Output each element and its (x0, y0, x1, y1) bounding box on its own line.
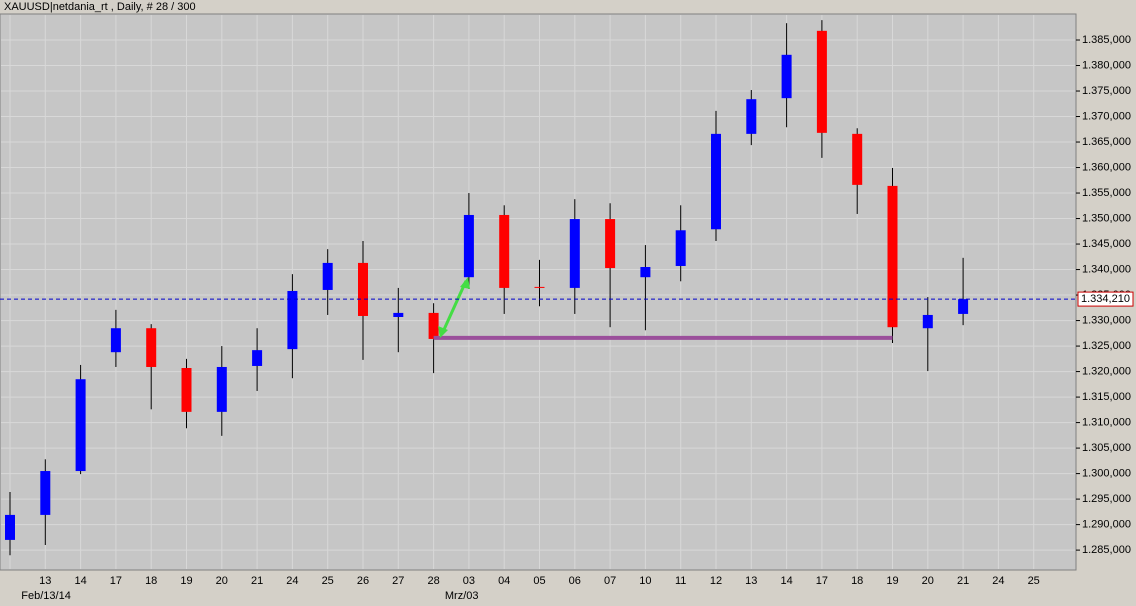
candle-body (428, 312, 439, 339)
x-tick-label: 13 (39, 575, 51, 587)
candle-body (358, 262, 368, 316)
x-tick-label: 27 (392, 575, 404, 587)
arrow-head (438, 277, 470, 338)
x-tick-label: 17 (816, 575, 828, 587)
candle-body (605, 219, 616, 269)
x-tick-label: 06 (569, 575, 581, 587)
y-tick-label: 1.385,000 (1082, 34, 1131, 46)
x-tick-label: 19 (180, 575, 192, 587)
y-tick-label: 1.325,000 (1082, 340, 1131, 352)
x-tick-label: 28 (427, 575, 439, 587)
current-price-box (1077, 291, 1134, 307)
y-tick-label: 1.290,000 (1082, 519, 1131, 531)
candle-body (746, 99, 757, 134)
x-tick-label: 12 (710, 575, 722, 587)
arrow (440, 280, 468, 335)
candle-body (393, 312, 404, 317)
candle-body (252, 350, 263, 366)
candle-body (40, 471, 51, 515)
x-tick-label: 24 (286, 575, 298, 587)
current-price-label: 1.334,210 (1081, 293, 1130, 305)
x-tick-label: 24 (992, 575, 1004, 587)
candle-body (640, 267, 651, 278)
candle-body (781, 54, 792, 99)
y-tick-label: 1.320,000 (1082, 365, 1131, 377)
x-tick-label: 21 (957, 575, 969, 587)
candle-body (181, 368, 192, 412)
x-tick-label: 03 (463, 575, 475, 587)
x-tick-label: 21 (251, 575, 263, 587)
y-tick-label: 1.315,000 (1082, 391, 1131, 403)
candle-body (146, 328, 157, 367)
candle-body (287, 290, 298, 350)
date-label: Mrz/03 (445, 590, 479, 602)
candle-body (322, 262, 333, 290)
candle-body (499, 214, 510, 288)
x-tick-label: 10 (639, 575, 651, 587)
y-tick-label: 1.360,000 (1082, 161, 1131, 173)
x-tick-label: 11 (675, 575, 686, 587)
x-tick-label: 20 (216, 575, 228, 587)
x-tick-label: 07 (604, 575, 616, 587)
chart-title: XAUUSD|netdania_rt , Daily, # 28 / 300 (4, 1, 196, 13)
x-tick-label: 14 (74, 575, 86, 587)
y-tick-label: 1.365,000 (1082, 136, 1131, 148)
x-tick-label: 20 (922, 575, 934, 587)
candle-body (569, 219, 580, 288)
y-tick-label: 1.345,000 (1082, 238, 1131, 250)
candle-body (852, 133, 863, 185)
y-tick-label: 1.355,000 (1082, 187, 1131, 199)
date-label: Feb/13/14 (21, 590, 71, 602)
x-tick-label: 14 (780, 575, 792, 587)
y-tick-label: 1.380,000 (1082, 59, 1131, 71)
candle-body (216, 366, 227, 412)
x-tick-label: 26 (357, 575, 369, 587)
x-tick-label: 17 (110, 575, 122, 587)
y-tick-label: 1.295,000 (1082, 493, 1131, 505)
candle-body (534, 286, 545, 288)
x-tick-label: 05 (533, 575, 545, 587)
x-tick-label: 13 (745, 575, 757, 587)
chart-layer: 13 14 17 18 19 20 21 24 25 26 27 28 03 04 05 06 07 10 11 12… (0, 15, 1134, 602)
candle-body (75, 379, 86, 472)
y-tick-label: 1.285,000 (1082, 544, 1131, 556)
x-tick-label: 18 (145, 575, 157, 587)
candle-body (675, 230, 686, 266)
y-tick-label: 1.305,000 (1082, 442, 1131, 454)
candle-body (711, 133, 721, 230)
x-tick-label: 25 (322, 575, 334, 587)
x-tick-label: 25 (1028, 575, 1040, 587)
y-tick-label: 1.350,000 (1082, 212, 1131, 224)
x-tick-label: 04 (498, 575, 510, 587)
candle-body (816, 30, 827, 133)
candle-body (958, 299, 969, 314)
candle-body (110, 328, 121, 353)
candle-body (922, 314, 933, 329)
y-tick-label: 1.370,000 (1082, 110, 1131, 122)
plot-area (0, 13, 1077, 571)
candle-body (5, 514, 15, 540)
y-tick-label: 1.375,000 (1082, 85, 1131, 97)
candle-body (887, 185, 898, 328)
y-tick-label: 1.300,000 (1082, 467, 1131, 479)
y-tick-label: 1.340,000 (1082, 263, 1131, 275)
candle-body (463, 214, 474, 278)
y-tick-label: 1.310,000 (1082, 416, 1131, 428)
x-tick-label: 18 (851, 575, 863, 587)
x-tick-label: 19 (886, 575, 898, 587)
y-tick-label: 1.330,000 (1082, 314, 1131, 326)
